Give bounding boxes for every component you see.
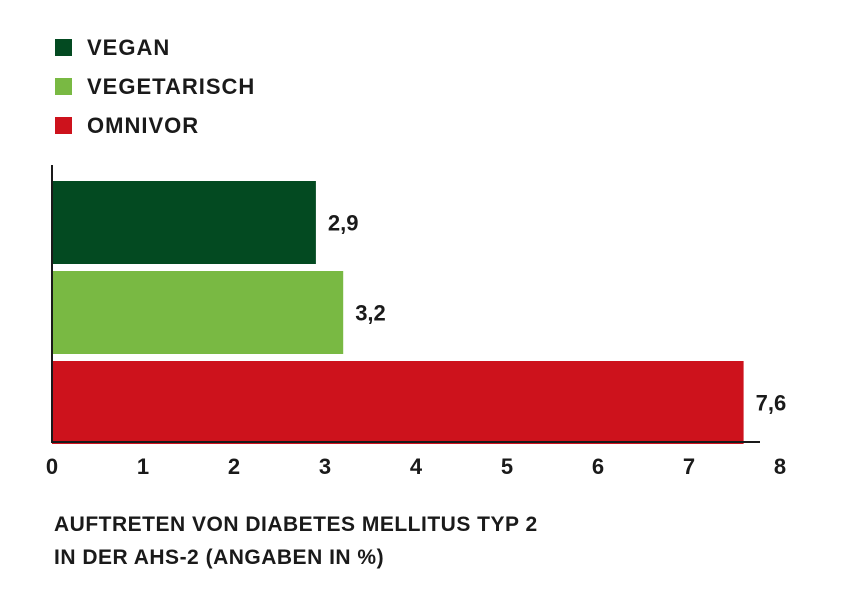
x-tick-0: 0 [46, 454, 58, 479]
legend-label-vegetarisch: VEGETARISCH [87, 74, 255, 99]
legend-swatch-omnivor [55, 117, 72, 134]
bar-vegetarisch [52, 271, 344, 354]
value-label-omnivor: 7,6 [756, 391, 787, 416]
legend-label-omnivor: OMNIVOR [87, 113, 199, 138]
axes [51, 165, 760, 443]
x-tick-5: 5 [501, 454, 513, 479]
x-tick-1: 1 [137, 454, 149, 479]
value-label-vegetarisch: 3,2 [355, 301, 386, 326]
bar-vegan [52, 181, 316, 264]
caption-line-1: AUFTRETEN VON DIABETES MELLITUS TYP 2 [54, 513, 538, 536]
x-tick-3: 3 [319, 454, 331, 479]
legend-swatch-vegetarisch [55, 78, 72, 95]
x-tick-8: 8 [774, 454, 786, 479]
legend-label-vegan: VEGAN [87, 35, 170, 60]
value-label-vegan: 2,9 [328, 211, 359, 236]
caption-line-2: IN DER AHS-2 (ANGABEN IN %) [54, 546, 385, 569]
legend: VEGAN VEGETARISCH OMNIVOR [55, 35, 255, 138]
x-tick-labels: 0 1 2 3 4 5 6 7 8 [46, 454, 786, 479]
bars: 2,9 3,2 7,6 [52, 181, 786, 444]
legend-swatch-vegan [55, 39, 72, 56]
bar-chart: VEGAN VEGETARISCH OMNIVOR 2,9 3,2 7,6 0 1 2 3 4 5… [46, 35, 786, 479]
bar-omnivor [52, 361, 744, 444]
x-tick-6: 6 [592, 454, 604, 479]
x-tick-2: 2 [228, 454, 240, 479]
x-tick-7: 7 [683, 454, 695, 479]
x-tick-4: 4 [410, 454, 423, 479]
chart-caption: AUFTRETEN VON DIABETES MELLITUS TYP 2 IN… [54, 508, 538, 574]
